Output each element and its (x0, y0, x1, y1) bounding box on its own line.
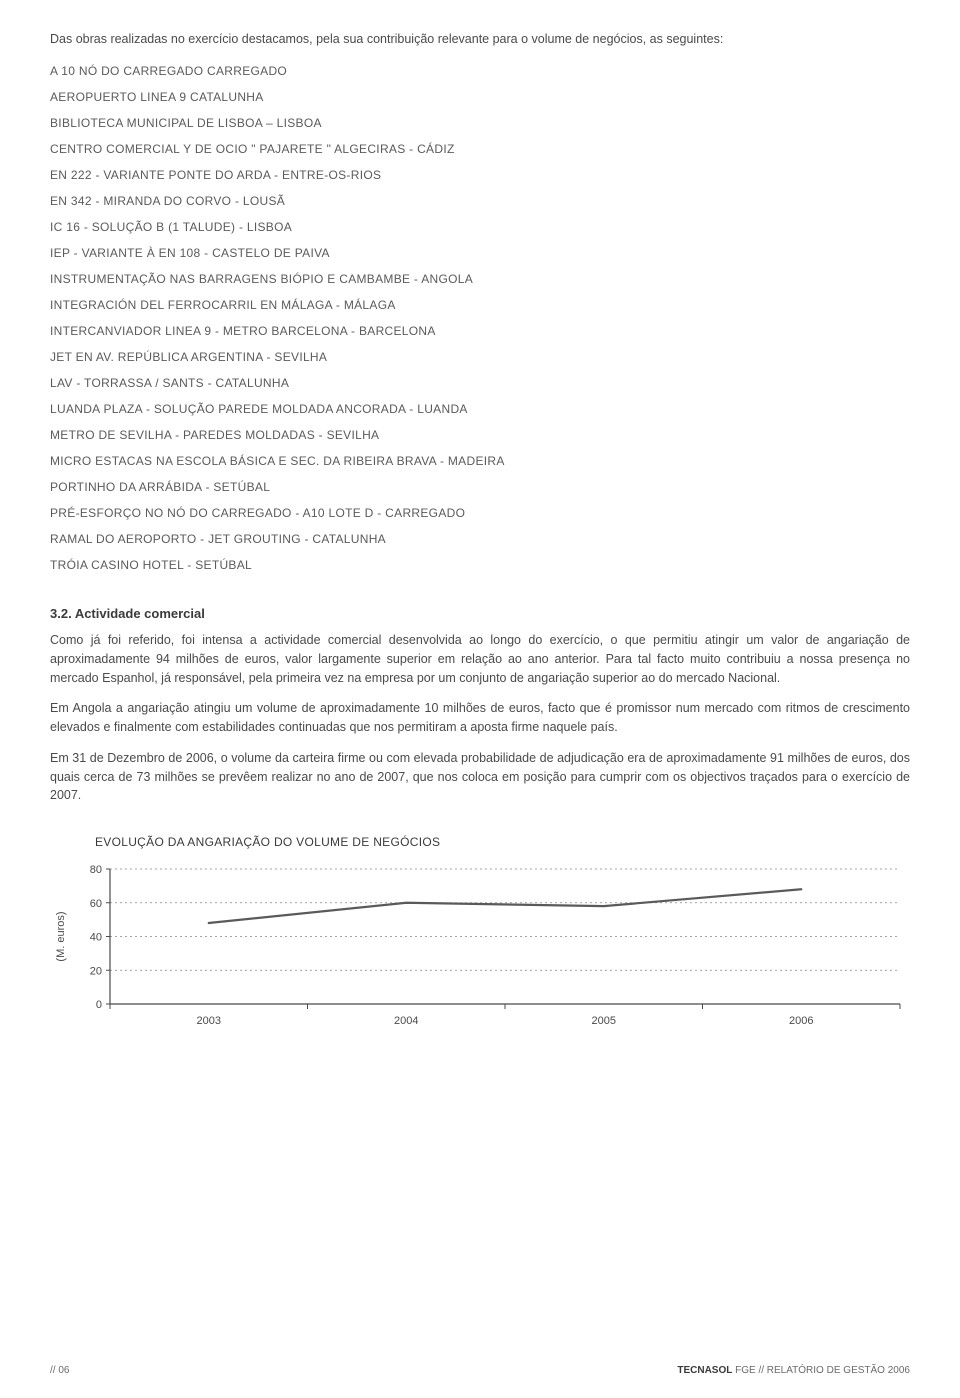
body-paragraph-2: Em Angola a angariação atingiu um volume… (50, 699, 910, 737)
project-item: EN 342 - MIRANDA DO CORVO - LOUSÃ (50, 194, 910, 208)
project-item: AEROPUERTO LINEA 9 CATALUNHA (50, 90, 910, 104)
project-item: EN 222 - VARIANTE PONTE DO ARDA - ENTRE-… (50, 168, 910, 182)
body-paragraph-1: Como já foi referido, foi intensa a acti… (50, 631, 910, 687)
svg-text:80: 80 (90, 864, 102, 876)
svg-text:(M. euros): (M. euros) (55, 911, 67, 961)
svg-text:0: 0 (96, 999, 102, 1011)
project-list: A 10 NÓ DO CARREGADO CARREGADO AEROPUERTO… (50, 64, 910, 572)
svg-text:2005: 2005 (592, 1015, 616, 1027)
project-item: BIBLIOTECA MUNICIPAL DE LISBOA – LISBOA (50, 116, 910, 130)
intro-paragraph: Das obras realizadas no exercício destac… (50, 32, 910, 46)
footer-brand: TECNASOL (677, 1365, 732, 1376)
project-item: INTEGRACIÓN DEL FERROCARRIL EN MÁLAGA - … (50, 298, 910, 312)
project-item: PORTINHO DA ARRÁBIDA - SETÚBAL (50, 480, 910, 494)
chart-title: EVOLUÇÃO DA ANGARIAÇÃO DO VOLUME DE NEGÓ… (95, 835, 910, 849)
line-chart: 0 20 40 60 80 (M. euros) 2003 2004 2005 2006 (50, 861, 910, 1039)
svg-text:20: 20 (90, 965, 102, 977)
svg-text:2004: 2004 (394, 1015, 418, 1027)
project-item: METRO DE SEVILHA - PAREDES MOLDADAS - SE… (50, 428, 910, 442)
body-paragraph-3: Em 31 de Dezembro de 2006, o volume da c… (50, 749, 910, 805)
page-footer: // 06 TECNASOL FGE // RELATÓRIO DE GESTÃ… (50, 1365, 910, 1376)
svg-text:2003: 2003 (197, 1015, 221, 1027)
section-heading: 3.2. Actividade comercial (50, 606, 910, 621)
footer-page-number: // 06 (50, 1365, 69, 1376)
project-item: MICRO ESTACAS NA ESCOLA BÁSICA E SEC. DA… (50, 454, 910, 468)
project-item: INSTRUMENTAÇÃO NAS BARRAGENS BIÓPIO E CA… (50, 272, 910, 286)
svg-text:40: 40 (90, 932, 102, 944)
svg-text:60: 60 (90, 898, 102, 910)
footer-report-title: TECNASOL FGE // RELATÓRIO DE GESTÃO 2006 (677, 1365, 910, 1376)
project-item: RAMAL DO AEROPORTO - JET GROUTING - CATA… (50, 532, 910, 546)
project-item: JET EN AV. REPÚBLICA ARGENTINA - SEVILHA (50, 350, 910, 364)
project-item: A 10 NÓ DO CARREGADO CARREGADO (50, 64, 910, 78)
project-item: LUANDA PLAZA - SOLUÇÃO PAREDE MOLDADA AN… (50, 402, 910, 416)
project-item: TRÓIA CASINO HOTEL - SETÚBAL (50, 558, 910, 572)
project-item: INTERCANVIADOR LINEA 9 - METRO BARCELONA… (50, 324, 910, 338)
project-item: PRÉ-ESFORÇO NO NÓ DO CARREGADO - A10 LOT… (50, 506, 910, 520)
project-item: LAV - TORRASSA / SANTS - CATALUNHA (50, 376, 910, 390)
project-item: IC 16 - SOLUÇÃO B (1 TALUDE) - LISBOA (50, 220, 910, 234)
svg-text:2006: 2006 (789, 1015, 813, 1027)
footer-rest: FGE // RELATÓRIO DE GESTÃO 2006 (732, 1365, 910, 1376)
project-item: IEP - VARIANTE À EN 108 - CASTELO DE PAI… (50, 246, 910, 260)
project-item: CENTRO COMERCIAL Y DE OCIO " PAJARETE " … (50, 142, 910, 156)
